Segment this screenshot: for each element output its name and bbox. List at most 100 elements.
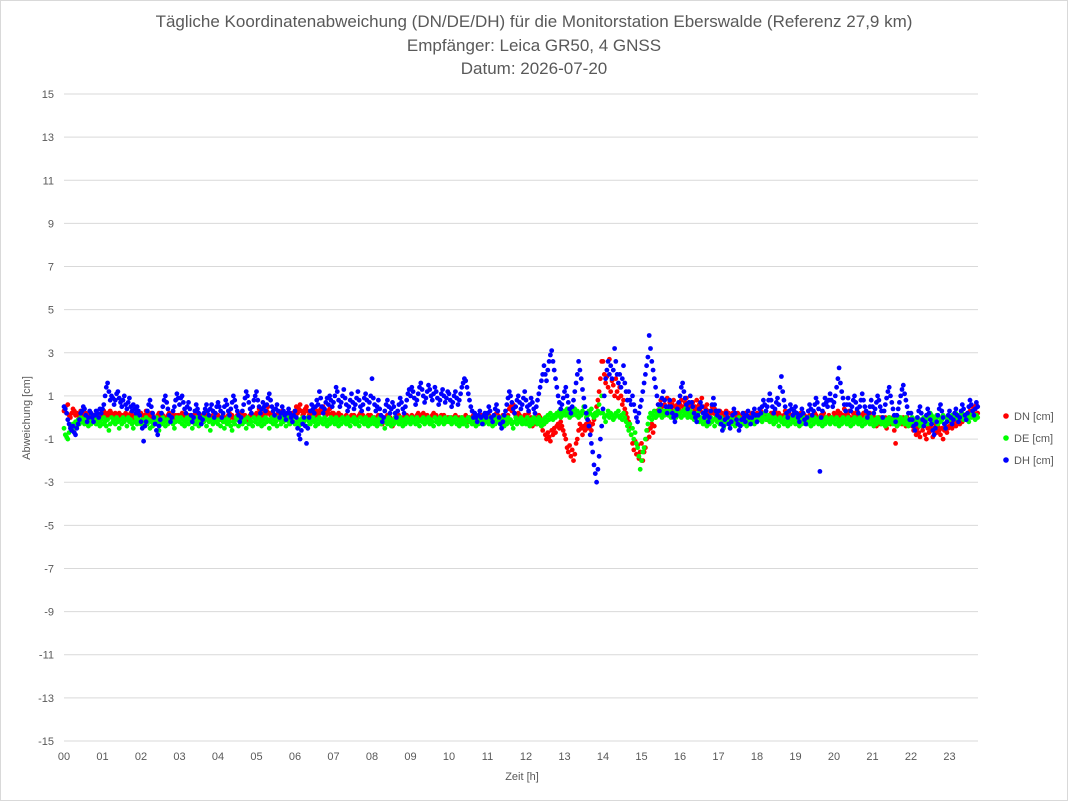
data-point xyxy=(287,410,293,416)
data-point xyxy=(562,389,567,394)
data-point xyxy=(263,408,268,414)
data-point xyxy=(551,367,557,373)
data-point xyxy=(574,436,580,442)
data-point xyxy=(717,415,723,420)
x-tick-label: 23 xyxy=(943,751,955,763)
data-point xyxy=(868,397,874,403)
data-point xyxy=(237,419,243,425)
data-point xyxy=(723,410,729,416)
data-point xyxy=(631,402,637,407)
data-point xyxy=(565,400,571,405)
data-point xyxy=(145,408,150,414)
data-point xyxy=(694,419,700,425)
data-point xyxy=(612,346,617,351)
data-point xyxy=(814,400,820,405)
data-point xyxy=(367,400,372,405)
data-point xyxy=(604,367,610,373)
data-point xyxy=(922,419,928,425)
x-tick-label: 21 xyxy=(866,751,878,763)
data-point xyxy=(939,408,945,414)
data-point xyxy=(304,441,309,446)
data-point xyxy=(399,400,404,405)
data-point xyxy=(518,406,524,412)
data-point xyxy=(320,410,326,416)
data-point xyxy=(390,400,395,405)
data-point xyxy=(290,419,295,425)
data-point xyxy=(204,402,209,407)
data-point xyxy=(130,402,136,407)
data-point xyxy=(749,415,755,420)
data-point xyxy=(332,393,338,399)
data-point xyxy=(151,415,157,420)
data-point xyxy=(387,410,393,416)
data-point xyxy=(803,421,809,427)
data-point xyxy=(848,408,854,414)
y-tick-label: -7 xyxy=(44,563,54,575)
data-point xyxy=(379,419,385,425)
data-point xyxy=(418,380,424,386)
data-point xyxy=(233,404,239,410)
data-point xyxy=(574,372,580,377)
data-point xyxy=(572,451,578,457)
data-point xyxy=(126,395,132,401)
y-tick-label: 5 xyxy=(48,305,54,317)
gridlines xyxy=(64,93,978,742)
data-point xyxy=(712,402,717,407)
data-point xyxy=(224,402,230,407)
x-tick-label: 18 xyxy=(751,751,763,763)
data-point xyxy=(631,447,637,453)
data-point xyxy=(555,393,561,399)
data-point xyxy=(560,428,566,433)
data-point xyxy=(825,404,830,410)
data-point xyxy=(337,404,343,410)
data-point xyxy=(455,402,461,407)
data-point xyxy=(956,419,961,425)
data-point xyxy=(871,410,877,416)
data-point xyxy=(862,404,868,410)
data-point xyxy=(817,469,823,474)
data-point xyxy=(377,406,383,412)
data-point xyxy=(111,402,117,407)
data-point xyxy=(779,374,784,379)
data-point xyxy=(401,410,407,416)
data-point xyxy=(195,406,200,412)
data-point xyxy=(542,372,548,377)
data-point xyxy=(200,417,206,423)
y-tick-label: -15 xyxy=(38,736,54,748)
data-point xyxy=(222,425,227,431)
data-point xyxy=(77,417,82,423)
data-point xyxy=(422,400,427,405)
data-point xyxy=(207,428,213,433)
data-point xyxy=(835,376,841,382)
data-point xyxy=(295,425,300,431)
data-point xyxy=(900,382,906,388)
data-point xyxy=(186,400,191,405)
data-point xyxy=(242,419,248,425)
data-point xyxy=(515,393,521,399)
data-point xyxy=(720,428,725,433)
data-point xyxy=(249,410,254,416)
data-point xyxy=(664,410,670,416)
y-tick-label: -13 xyxy=(38,693,54,705)
data-point xyxy=(924,436,929,442)
data-point xyxy=(856,410,861,416)
data-point xyxy=(704,402,710,407)
data-point xyxy=(790,412,796,418)
data-point xyxy=(975,415,981,420)
data-point xyxy=(309,402,315,407)
data-point xyxy=(433,389,439,394)
legend-label: DE [cm] xyxy=(1014,433,1053,445)
data-point xyxy=(429,419,435,425)
data-point xyxy=(96,415,102,420)
data-point xyxy=(698,400,703,405)
data-point xyxy=(949,421,955,427)
data-point xyxy=(459,384,465,390)
data-point xyxy=(637,466,643,472)
data-point xyxy=(385,397,390,403)
data-point xyxy=(908,410,914,416)
data-point xyxy=(314,397,320,403)
data-point xyxy=(918,410,924,416)
data-point xyxy=(204,423,209,429)
data-point xyxy=(359,408,365,414)
